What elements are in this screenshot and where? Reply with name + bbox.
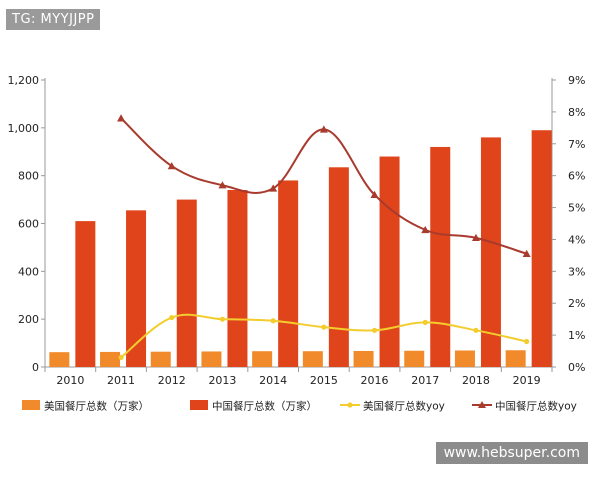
tag-label: TG: MYYJJPP [6, 9, 101, 30]
bar-cn [480, 137, 501, 367]
bar-us [49, 352, 70, 367]
bar-us [302, 351, 323, 367]
bar-us [404, 350, 425, 367]
y-left-tick-label: 0 [32, 361, 39, 374]
point-us-yoy [321, 324, 327, 330]
bar-us [201, 351, 222, 367]
point-cn-yoy [269, 184, 278, 192]
y-left-tick-label: 1,000 [8, 122, 40, 135]
point-us-yoy [524, 338, 530, 345]
y-right-tick-label: 5% [568, 202, 585, 215]
x-tick-label: 2019 [513, 374, 541, 387]
point-us-yoy [422, 319, 428, 325]
bar-cn [278, 180, 299, 367]
y-right-tick-label: 8% [568, 106, 585, 119]
x-tick-label: 2015 [310, 374, 338, 387]
legend-marker-cn-yoy [478, 401, 486, 408]
y-left-tick-label: 1,200 [8, 74, 40, 87]
x-tick-label: 2014 [259, 374, 287, 387]
y-right-tick-label: 2% [568, 297, 585, 310]
y-right-tick-label: 1% [568, 329, 585, 342]
legend-swatch-cn-bar [190, 400, 208, 410]
bar-cn [379, 156, 400, 367]
y-left-tick-label: 800 [18, 170, 39, 183]
bar-us [505, 350, 526, 367]
bar-cn [430, 146, 451, 367]
bar-cn [227, 190, 248, 367]
bar-us [353, 350, 374, 367]
x-tick-label: 2010 [56, 374, 84, 387]
y-right-tick-label: 9% [568, 74, 585, 87]
point-us-yoy [371, 327, 378, 333]
watermark-label: www.hebsuper.com [435, 442, 588, 464]
x-tick-label: 2012 [158, 374, 186, 387]
legend-swatch-us-bar [22, 400, 40, 410]
point-cn-yoy [370, 190, 379, 198]
x-tick-label: 2017 [411, 374, 439, 387]
x-tick-label: 2013 [208, 374, 236, 387]
legend-label-us-bar: 美国餐厅总数（万家） [44, 400, 149, 413]
x-tick-label: 2011 [107, 374, 135, 387]
bar-us [252, 351, 273, 367]
x-tick-label: 2016 [361, 374, 389, 387]
y-right-tick-label: 6% [568, 170, 585, 183]
bar-cn [176, 199, 197, 367]
y-right-tick-label: 0% [568, 361, 585, 374]
legend-label-us-yoy: 美国餐厅总数yoy [363, 400, 445, 413]
point-us-yoy [118, 354, 124, 361]
legend-label-cn-yoy: 中国餐厅总数yoy [495, 400, 577, 413]
point-cn-yoy [117, 114, 126, 122]
point-us-yoy [270, 318, 276, 324]
y-left-tick-label: 400 [18, 265, 39, 278]
point-us-yoy [219, 316, 226, 322]
point-cn-yoy [218, 181, 227, 189]
bar-cn [328, 167, 349, 367]
y-left-tick-label: 200 [18, 313, 39, 326]
point-cn-yoy [471, 233, 480, 242]
point-cn-yoy [421, 225, 430, 234]
bar-cn [126, 210, 147, 367]
point-us-yoy [473, 327, 479, 333]
legend-label-cn-bar: 中国餐厅总数（万家） [212, 400, 317, 413]
bar-us [454, 350, 475, 367]
point-cn-yoy [319, 125, 328, 133]
x-tick-label: 2018 [462, 374, 490, 387]
point-cn-yoy [522, 249, 531, 257]
legend-marker-us-yoy [347, 402, 353, 408]
bar-cn [75, 221, 96, 367]
y-right-tick-label: 3% [568, 265, 585, 278]
bar-us [100, 351, 121, 367]
bar-us [150, 351, 171, 367]
y-left-tick-label: 600 [18, 218, 39, 231]
point-us-yoy [169, 314, 175, 321]
bar-cn [531, 130, 552, 367]
y-right-tick-label: 4% [568, 233, 585, 246]
point-cn-yoy [167, 162, 176, 170]
y-right-tick-label: 7% [568, 138, 585, 151]
